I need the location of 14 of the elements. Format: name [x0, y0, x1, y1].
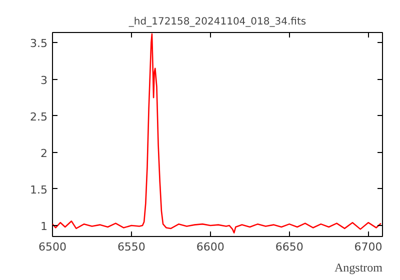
x-tick-label: 6500: [38, 240, 67, 254]
x-tick-label: 6650: [275, 240, 304, 254]
x-tick-label: 6700: [354, 240, 382, 254]
y-tick-label: 3: [40, 74, 48, 87]
line-series: [52, 33, 382, 234]
y-tick-label: 1: [40, 220, 48, 234]
x-tick-label: 6600: [196, 240, 224, 254]
y-tick-label: 2.5: [30, 110, 48, 124]
x-axis-title: Angstrom: [334, 260, 384, 274]
y-tick-label: 1.5: [30, 183, 48, 196]
y-tick-label: 3.5: [30, 37, 48, 50]
y-tick-label: 2: [40, 146, 48, 160]
x-tick-label: 6550: [117, 240, 146, 254]
chart-title: _hd_172158_20241104_018_34.fits: [128, 16, 306, 28]
